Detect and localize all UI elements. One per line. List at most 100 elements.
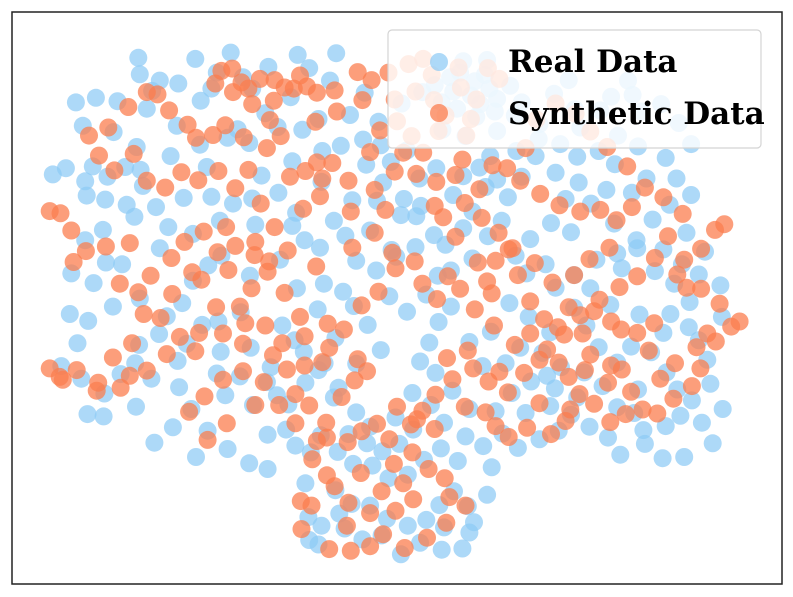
point-real-data-318 — [453, 539, 472, 558]
point-synthetic-data-189 — [337, 516, 356, 535]
point-synthetic-data-205 — [317, 413, 336, 432]
point-synthetic-data-273 — [369, 282, 388, 301]
point-real-data-125 — [371, 341, 390, 360]
legend-box — [387, 29, 762, 149]
point-real-data-95 — [84, 274, 103, 293]
point-synthetic-data-22 — [243, 95, 262, 114]
point-synthetic-data-168 — [368, 414, 386, 433]
point-synthetic-data-156 — [559, 367, 578, 386]
point-synthetic-data-184 — [419, 460, 438, 478]
point-synthetic-data-82 — [385, 162, 404, 181]
point-synthetic-data-322 — [434, 208, 453, 227]
point-synthetic-data-134 — [428, 290, 446, 309]
point-real-data-97 — [60, 305, 79, 323]
point-synthetic-data-104 — [137, 361, 156, 380]
point-synthetic-data-203 — [286, 385, 305, 404]
point-synthetic-data-293 — [386, 501, 405, 520]
point-synthetic-data-160 — [498, 383, 517, 402]
point-synthetic-data-251 — [531, 184, 550, 203]
point-real-data-91 — [147, 198, 165, 217]
point-synthetic-data-187 — [372, 482, 391, 501]
point-real-data-265 — [394, 190, 413, 208]
point-real-data-176 — [500, 294, 519, 313]
point-real-data-154 — [569, 173, 588, 192]
point-synthetic-data-121 — [295, 356, 314, 375]
point-synthetic-data-170 — [338, 433, 357, 452]
point-real-data-138 — [398, 302, 416, 321]
point-synthetic-data-196 — [234, 362, 252, 381]
point-real-data-283 — [448, 452, 467, 470]
point-synthetic-data-72 — [40, 202, 59, 221]
point-synthetic-data-213 — [476, 403, 495, 422]
point-synthetic-data-83 — [361, 143, 380, 162]
point-synthetic-data-197 — [214, 370, 232, 389]
point-synthetic-data-253 — [571, 202, 590, 221]
point-synthetic-data-137 — [465, 300, 484, 319]
point-synthetic-data-263 — [489, 223, 508, 242]
point-real-data-60 — [77, 186, 96, 205]
point-real-data-109 — [199, 256, 218, 275]
point-real-data-274 — [294, 342, 313, 361]
point-synthetic-data-220 — [585, 394, 604, 413]
point-real-data-152 — [542, 214, 560, 233]
point-synthetic-data-233 — [677, 278, 696, 297]
point-synthetic-data-305 — [610, 278, 629, 297]
point-synthetic-data-49 — [105, 161, 124, 180]
point-real-data-224 — [667, 169, 686, 188]
point-real-data-72 — [186, 49, 205, 68]
point-synthetic-data-14 — [223, 59, 242, 78]
point-synthetic-data-227 — [691, 359, 710, 378]
point-real-data-354 — [538, 366, 557, 385]
point-synthetic-data-318 — [490, 362, 509, 381]
point-synthetic-data-105 — [123, 334, 142, 353]
point-synthetic-data-321 — [446, 227, 465, 246]
point-real-data-89 — [96, 190, 115, 209]
point-real-data-119 — [308, 300, 327, 319]
point-real-data-84 — [56, 159, 75, 178]
point-synthetic-data-282 — [208, 243, 227, 262]
point-synthetic-data-292 — [384, 454, 403, 473]
point-real-data-366 — [170, 378, 189, 397]
point-synthetic-data-44 — [137, 83, 156, 102]
point-synthetic-data-92 — [376, 200, 395, 219]
point-synthetic-data-254 — [591, 200, 610, 219]
point-synthetic-data-234 — [668, 265, 687, 284]
point-synthetic-data-29 — [348, 63, 367, 82]
point-synthetic-data-309 — [651, 369, 670, 388]
point-real-data-374 — [94, 407, 113, 426]
point-synthetic-data-135 — [438, 267, 457, 286]
point-real-data-260 — [293, 120, 312, 139]
point-real-data-105 — [150, 325, 169, 343]
point-synthetic-data-278 — [275, 283, 294, 302]
point-synthetic-data-313 — [622, 382, 641, 401]
point-synthetic-data-69 — [76, 242, 95, 261]
point-real-data-71 — [169, 74, 188, 93]
point-synthetic-data-294 — [404, 490, 423, 509]
point-synthetic-data-211 — [425, 420, 444, 438]
point-synthetic-data-177 — [374, 525, 393, 544]
point-synthetic-data-176 — [361, 504, 380, 523]
point-synthetic-data-169 — [352, 422, 371, 441]
point-real-data-210 — [643, 210, 662, 229]
point-synthetic-data-164 — [426, 385, 445, 404]
point-synthetic-data-284 — [163, 285, 182, 303]
point-synthetic-data-219 — [570, 385, 589, 404]
point-synthetic-data-67 — [110, 274, 129, 293]
point-real-data-31 — [331, 136, 350, 155]
point-synthetic-data-41 — [178, 115, 197, 134]
point-synthetic-data-202 — [246, 396, 265, 414]
point-synthetic-data-306 — [628, 267, 647, 286]
point-real-data-368 — [127, 397, 145, 416]
point-synthetic-data-266 — [470, 180, 489, 199]
point-real-data-133 — [420, 333, 439, 352]
point-synthetic-data-51 — [137, 171, 156, 190]
point-synthetic-data-74 — [120, 234, 139, 253]
point-synthetic-data-214 — [499, 428, 518, 446]
point-synthetic-data-143 — [535, 310, 554, 329]
point-synthetic-data-182 — [456, 496, 475, 515]
point-synthetic-data-89 — [427, 172, 446, 191]
point-synthetic-data-98 — [242, 279, 261, 298]
point-real-data-65 — [191, 91, 210, 110]
point-synthetic-data-303 — [571, 306, 590, 325]
point-synthetic-data-209 — [292, 520, 311, 539]
